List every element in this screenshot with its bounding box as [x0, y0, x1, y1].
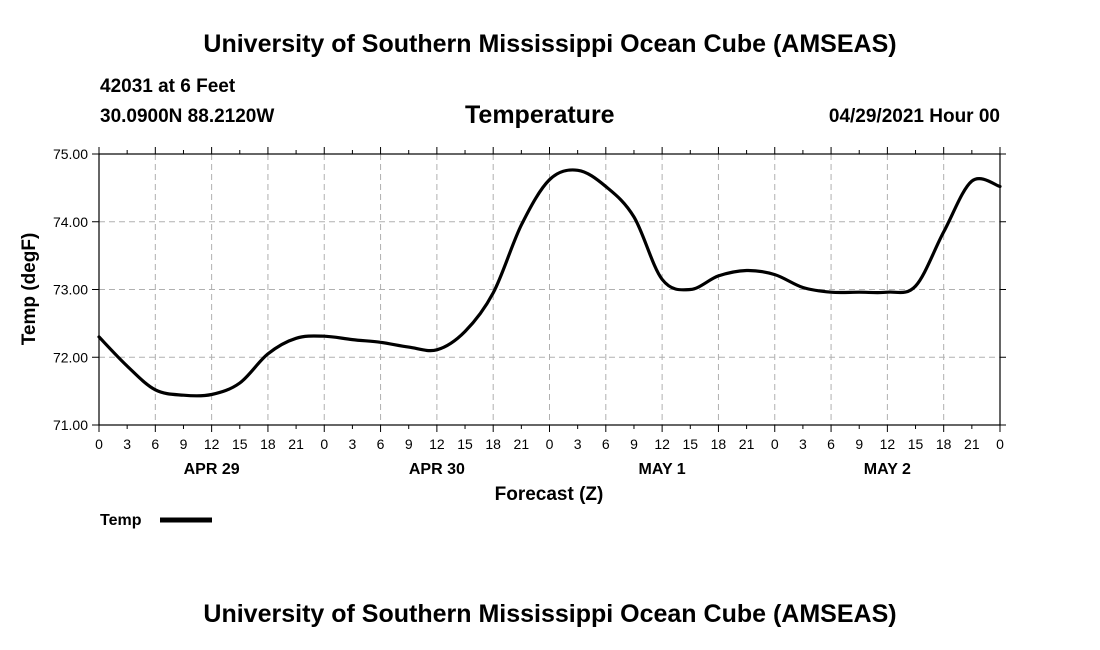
- date-label: MAY 2: [864, 461, 911, 478]
- x-tick-labels: 0 3 6 9 12 15 18 21 0 3 6 9 12 15 18 21 0 3 6 9 12 15 18 21 0 3 6 9…: [95, 436, 1004, 452]
- x-tick-label: 21: [288, 436, 304, 452]
- x-tick-label: 0: [996, 436, 1004, 452]
- legend-label: Temp: [100, 512, 142, 529]
- y-axis-label: Temp (degF): [19, 233, 40, 346]
- x-tick-label: 9: [180, 436, 188, 452]
- y-tick-label: 73.00: [53, 282, 88, 298]
- x-tick-label: 15: [232, 436, 248, 452]
- x-tick-label: 6: [602, 436, 610, 452]
- x-tick-label: 15: [457, 436, 473, 452]
- x-tick-label: 15: [682, 436, 698, 452]
- station-label: 42031 at 6 Feet: [100, 76, 236, 97]
- axis-ticks: [92, 147, 1006, 432]
- date-labels: APR 29 APR 30 MAY 1 MAY 2: [184, 461, 911, 478]
- x-tick-label: 12: [654, 436, 670, 452]
- y-tick-label: 75.00: [53, 146, 88, 162]
- temp-series-line: [97, 168, 1002, 398]
- x-tick-label: 0: [95, 436, 103, 452]
- x-tick-label: 0: [320, 436, 328, 452]
- x-tick-label: 3: [574, 436, 582, 452]
- x-tick-label: 21: [964, 436, 980, 452]
- x-tick-label: 0: [771, 436, 779, 452]
- x-tick-label: 18: [711, 436, 727, 452]
- station-coordinates: 30.0900N 88.2120W: [100, 106, 275, 127]
- plot-title: Temperature: [465, 101, 615, 129]
- x-tick-label: 3: [123, 436, 131, 452]
- grid-lines: [99, 154, 1000, 425]
- x-tick-label: 9: [630, 436, 638, 452]
- y-tick-label: 74.00: [53, 214, 88, 230]
- chart-title-bottom: University of Southern Mississippi Ocean…: [203, 600, 897, 628]
- date-label: APR 30: [409, 461, 465, 478]
- x-tick-label: 6: [151, 436, 159, 452]
- x-tick-label: 9: [405, 436, 413, 452]
- y-tick-labels: 71.00 72.00 73.00 74.00 75.00: [53, 146, 88, 433]
- x-tick-label: 3: [799, 436, 807, 452]
- x-tick-label: 9: [855, 436, 863, 452]
- x-tick-label: 12: [204, 436, 220, 452]
- x-tick-label: 12: [429, 436, 445, 452]
- x-tick-label: 21: [514, 436, 530, 452]
- chart-title-top: University of Southern Mississippi Ocean…: [203, 30, 897, 58]
- x-tick-label: 21: [739, 436, 755, 452]
- x-tick-label: 18: [485, 436, 501, 452]
- date-label: APR 29: [184, 461, 240, 478]
- x-tick-label: 12: [880, 436, 896, 452]
- forecast-datetime: 04/29/2021 Hour 00: [828, 106, 1000, 127]
- x-tick-label: 18: [260, 436, 276, 452]
- x-tick-label: 6: [377, 436, 385, 452]
- date-label: MAY 1: [639, 461, 686, 478]
- x-tick-label: 6: [827, 436, 835, 452]
- x-tick-label: 18: [936, 436, 952, 452]
- y-tick-label: 71.00: [53, 417, 88, 433]
- x-tick-label: 3: [349, 436, 357, 452]
- x-axis-label: Forecast (Z): [495, 484, 604, 505]
- y-tick-label: 72.00: [53, 349, 88, 365]
- x-tick-label: 15: [908, 436, 924, 452]
- x-tick-label: 0: [546, 436, 554, 452]
